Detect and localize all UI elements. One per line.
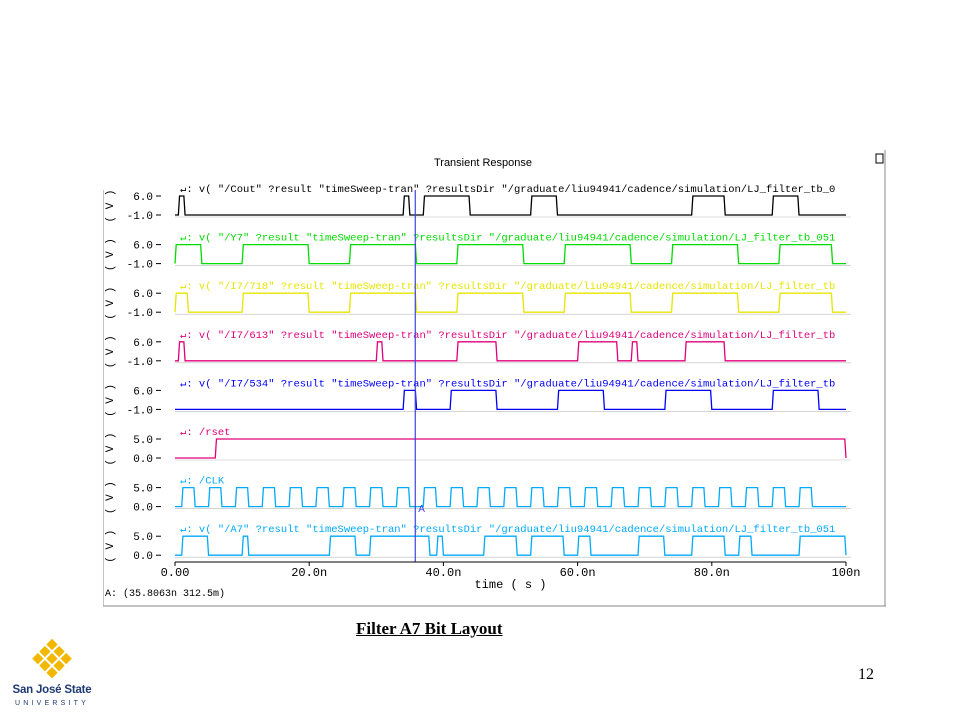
y-unit-label: ( V ): [105, 481, 117, 514]
y-tick-label: 6.0: [133, 192, 153, 204]
series-waveform: [175, 389, 846, 411]
y-unit-label: ( V ): [105, 530, 117, 563]
x-tick-label: 0.00: [161, 566, 190, 580]
y-tick-label: -1.0: [127, 405, 153, 417]
series-waveform: [175, 486, 846, 508]
y-unit-label: ( V ): [105, 335, 117, 368]
y-unit-label: ( V ): [105, 287, 117, 320]
logo-text-university: UNIVERSITY: [14, 700, 89, 707]
series-label: ↵: v( "/Y7" ?result "timeSweep-tran" ?re…: [180, 233, 835, 245]
series-waveform: [174, 292, 846, 313]
y-tick-label: 6.0: [133, 338, 153, 350]
transient-response-plot: Transient Response ( V ) 6.0 -1.0 ↵: v( "/Co…: [103, 150, 886, 608]
logo-text-name: San José State: [12, 684, 92, 696]
series-label: ↵: v( "/I7/613" ?result "timeSweep-tran"…: [180, 330, 835, 342]
y-tick-label: 5.0: [133, 532, 153, 544]
x-tick-label: 100n: [832, 566, 861, 580]
y-unit-label: ( V ): [105, 189, 117, 222]
y-unit-label: ( V ): [105, 384, 117, 417]
y-tick-label: 0.0: [133, 503, 153, 515]
series-waveform: [174, 243, 846, 265]
corner-box-icon: [875, 153, 884, 164]
chart-title: Transient Response: [434, 157, 532, 169]
university-logo: San José State UNIVERSITY: [6, 636, 98, 720]
y-tick-label: -1.0: [127, 308, 153, 320]
series-label: ↵: v( "/I7/718" ?result "timeSweep-tran"…: [180, 281, 835, 293]
series-waveform: [175, 535, 847, 556]
y-tick-label: -1.0: [127, 260, 153, 272]
cursor-readout: A: (35.8063n 312.5m): [105, 588, 225, 600]
x-tick-label: 20.0n: [291, 566, 327, 580]
y-unit-label: ( V ): [105, 238, 117, 271]
cursor-marker-label: A: [418, 504, 425, 515]
y-tick-label: 0.0: [133, 454, 153, 466]
series-label: ↵: /rset: [180, 427, 230, 439]
series-waveform: [175, 341, 846, 362]
series-label: ↵: v( "/I7/534" ?result "timeSweep-tran"…: [180, 378, 835, 390]
x-axis-label: time ( s ): [474, 578, 546, 592]
y-tick-label: 6.0: [133, 386, 153, 398]
y-tick-label: 5.0: [133, 435, 153, 447]
y-tick-label: 6.0: [133, 241, 153, 253]
x-tick-label: 80.0n: [694, 566, 730, 580]
y-unit-label: ( V ): [105, 432, 117, 465]
series-label: ↵: v( "/A7" ?result "timeSweep-tran" ?re…: [180, 524, 835, 536]
slide-caption: Filter A7 Bit Layout: [356, 619, 503, 638]
y-tick-label: 5.0: [133, 484, 153, 496]
y-tick-label: 6.0: [133, 289, 153, 301]
y-tick-label: -1.0: [127, 357, 153, 369]
y-tick-label: -1.0: [127, 211, 153, 223]
waveform-chart: Transient Response ( V ) 6.0 -1.0 ↵: v( "/Co…: [103, 150, 886, 607]
y-tick-label: 0.0: [133, 551, 153, 563]
series-waveform: [175, 438, 847, 459]
x-tick-label: 60.0n: [560, 566, 596, 580]
page-number: 12: [858, 666, 874, 683]
x-tick-label: 40.0n: [425, 566, 461, 580]
series-label: ↵: /CLK: [180, 476, 225, 488]
diamond-logo-icon: [32, 638, 72, 679]
series-label: ↵: v( "/Cout" ?result "timeSweep-tran" ?…: [180, 184, 835, 196]
series-waveform: [175, 195, 846, 216]
